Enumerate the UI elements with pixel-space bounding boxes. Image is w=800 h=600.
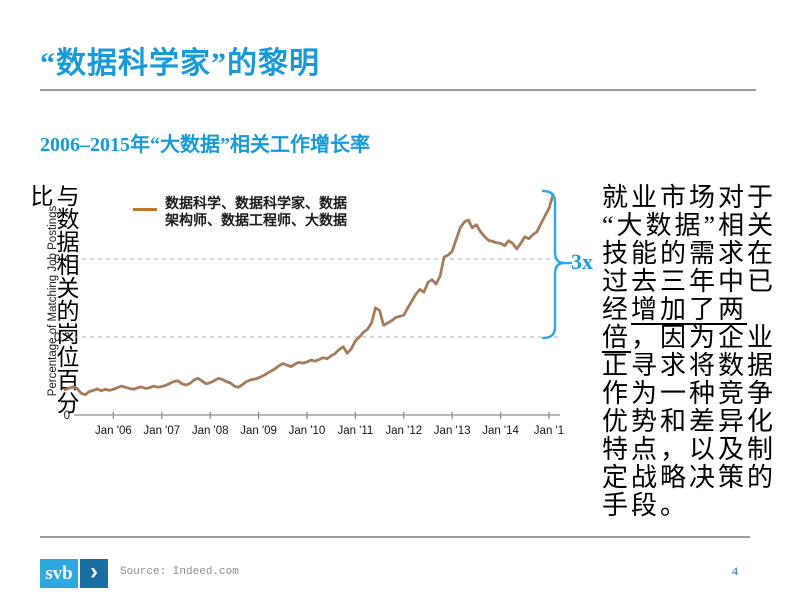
svg-text:Jan '12: Jan '12 [385,425,422,437]
svb-logo: svb › [40,559,108,588]
svb-wordmark: svb [40,559,78,588]
body-paragraph: 就业市场对于 “大数据”相关 技能的需求在 过去三年中已 经增加了两 倍，因为企… [602,184,800,520]
svg-text:Jan '09: Jan '09 [240,425,277,437]
chart-subtitle: 2006–2015年“大数据”相关工作增长率 [40,134,370,156]
title-rule [40,89,756,91]
logo-chevron-icon: › [80,559,108,588]
brace-icon [541,189,573,340]
legend-label: 数据科学、数据科学家、数据 架构师、数据工程师、大数据 [165,197,347,229]
line-chart: Jan '06 Jan '07 Jan '08 Jan '09 Jan '10 Jan '… [54,189,573,437]
page-title: “数据科学家”的黎明 [40,47,320,80]
growth-annotation: 3x [571,249,593,274]
vertical-caption: 与数据相关的岗位百分比 [27,184,78,414]
svg-text:Jan '10: Jan '10 [289,425,326,437]
svg-text:0: 0 [64,410,70,422]
plot-group: Jan '06 Jan '07 Jan '08 Jan '09 Jan '10 Jan '… [54,193,564,437]
page-number: 4 [732,564,738,578]
underlined-text: 增加了两 倍 [602,295,748,352]
footer-rule [40,536,750,538]
paragraph-text: ，因为企业 正寻求将数据 作为一种竞争 优势和差异化 特点，以及制 定战略决策的… [602,323,777,520]
svg-text:0.2: 0.2 [54,332,70,344]
legend-line-swatch-icon [133,208,157,211]
svg-text:0.4: 0.4 [54,254,71,266]
svg-text:Jan '06: Jan '06 [95,425,132,437]
svg-text:Jan '1: Jan '1 [534,425,564,437]
svg-text:Jan '11: Jan '11 [337,425,373,437]
svg-text:Jan '13: Jan '13 [434,425,471,437]
paragraph-text: 就业市场对于 “大数据”相关 技能的需求在 过去三年中已 经 [602,183,777,324]
svg-text:Jan '14: Jan '14 [482,425,519,437]
chart-legend: 数据科学、数据科学家、数据 架构师、数据工程师、大数据 [133,196,347,230]
source-text: Source: Indeed.com [120,566,239,578]
svg-text:Jan '08: Jan '08 [192,425,229,437]
svg-text:Jan '07: Jan '07 [143,425,180,437]
